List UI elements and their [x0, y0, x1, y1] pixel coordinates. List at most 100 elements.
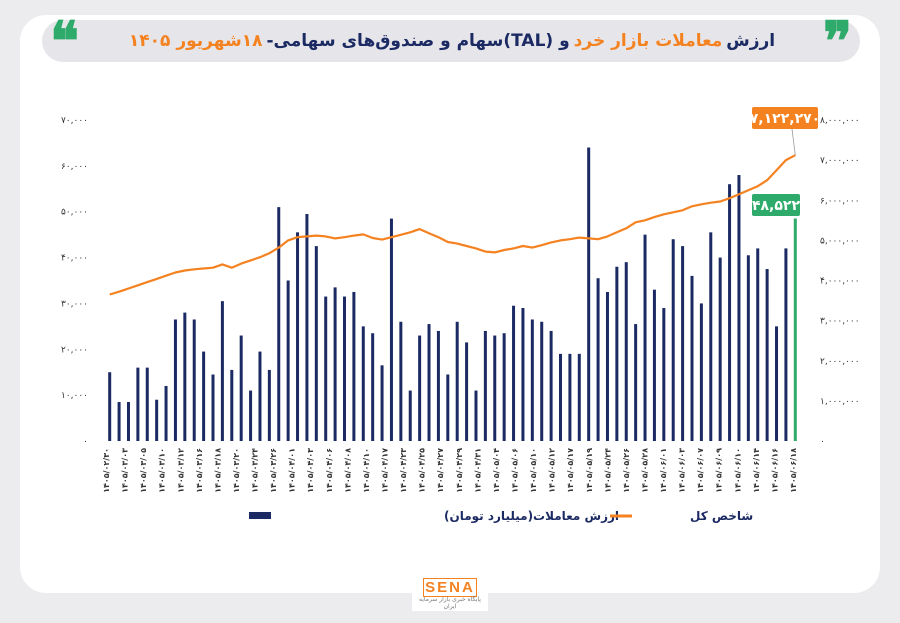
right-tick-label: ۵,۰۰۰,۰۰۰ — [820, 236, 860, 246]
legend-bar-label: ارزش معاملات(میلیارد تومان) — [444, 509, 619, 524]
bar — [333, 287, 337, 441]
callout-value-box — [752, 194, 800, 216]
bar — [765, 269, 769, 441]
bar — [211, 374, 215, 441]
left-tick-label: ۳۰,۰۰۰ — [61, 299, 88, 309]
right-tick-label: ۱,۰۰۰,۰۰۰ — [820, 397, 860, 407]
quote-left-icon: ❝ — [50, 9, 80, 73]
x-axis-ticks: ۱۴۰۵/۰۲/۳۰ ۱۴۰۵/۰۳/۰۳ ۱۴۰۵/۰۳/۰۵ ۱۴۰۵/۰۳/۱۰… — [102, 448, 798, 493]
bar — [418, 335, 422, 441]
logo-name: SENA — [423, 578, 477, 597]
x-tick-label: ۱۴۰۵/۰۵/۰۶ — [511, 448, 520, 493]
callout-leader — [791, 128, 796, 156]
left-tick-label: ۱۰,۰۰۰ — [61, 391, 88, 401]
bar — [126, 402, 130, 441]
right-tick-label: ۷,۰۰۰,۰۰۰ — [820, 156, 860, 166]
bar — [389, 218, 393, 441]
bar — [671, 239, 675, 441]
callout-value-text: ۴۸,۵۲۲ — [752, 198, 800, 214]
bar — [192, 319, 196, 441]
right-tick-label: ۳,۰۰۰,۰۰۰ — [820, 317, 860, 327]
page-title: ارزش معاملات بازار خرد و (TAL)سهام و صند… — [40, 20, 860, 62]
callout-index-box — [752, 107, 818, 129]
bar — [568, 353, 572, 441]
x-tick-label: ۱۴۰۵/۰۳/۲۴ — [251, 448, 260, 493]
bar — [549, 330, 553, 441]
bar — [380, 365, 384, 441]
bar — [230, 369, 234, 441]
title-part-1: ارزش — [726, 31, 776, 51]
bar — [699, 303, 703, 441]
bar — [559, 353, 563, 441]
x-tick-label: ۱۴۰۵/۰۶/۱۶ — [770, 448, 779, 493]
x-tick-label: ۱۴۰۵/۰۳/۱۸ — [213, 448, 222, 493]
bar — [465, 342, 469, 441]
bar — [521, 308, 525, 441]
bar — [455, 321, 459, 441]
x-tick-label: ۱۴۰۵/۰۵/۱۹ — [585, 448, 594, 493]
bar — [577, 353, 581, 441]
x-tick-label: ۱۴۰۵/۰۶/۰۱ — [659, 448, 668, 493]
bar — [136, 367, 140, 441]
x-tick-label: ۱۴۰۵/۰۴/۲۳ — [399, 448, 408, 493]
bar — [756, 248, 760, 441]
title-accent-2: ۱۸شهریور ۱۴۰۵ — [128, 31, 263, 51]
bar — [108, 372, 112, 441]
title-accent-1: معاملات بازار خرد — [573, 31, 723, 51]
x-tick-label: ۱۴۰۵/۰۴/۲۵ — [418, 448, 427, 493]
x-tick-label: ۱۴۰۵/۰۵/۲۸ — [641, 448, 650, 493]
bar — [737, 175, 741, 441]
x-tick-label: ۱۴۰۵/۰۵/۲۶ — [622, 448, 631, 493]
bar — [408, 390, 412, 441]
left-axis-ticks: ۰ ۱۰,۰۰۰ ۲۰,۰۰۰ ۳۰,۰۰۰ ۴۰,۰۰۰ ۵۰,۰۰۰ ۶۰,۰۰۰ ۷۰,… — [61, 116, 88, 447]
bar — [145, 367, 149, 441]
bar — [352, 291, 356, 441]
bar — [427, 324, 431, 441]
right-tick-label: ۶,۰۰۰,۰۰۰ — [820, 196, 860, 206]
bar — [530, 319, 534, 441]
bar — [296, 232, 300, 441]
bar — [305, 214, 309, 441]
left-tick-label: ۵۰,۰۰۰ — [61, 208, 88, 218]
bar — [436, 330, 440, 441]
x-tick-label: ۱۴۰۵/۰۶/۱۴ — [752, 448, 761, 493]
bar — [249, 390, 253, 441]
line-series — [109, 128, 796, 296]
title-bar — [42, 20, 860, 62]
bar — [361, 326, 365, 441]
bar — [446, 374, 450, 441]
bar — [258, 351, 262, 441]
x-tick-label: ۱۴۰۵/۰۴/۰۳ — [306, 448, 315, 493]
bar — [324, 296, 328, 441]
x-tick-label: ۱۴۰۵/۰۵/۱۲ — [548, 448, 557, 493]
bar — [512, 305, 516, 441]
bar — [371, 333, 375, 441]
chart-card — [20, 15, 880, 593]
x-tick-label: ۱۴۰۵/۰۴/۱۷ — [381, 448, 390, 493]
bar — [183, 312, 187, 441]
bar — [652, 289, 656, 441]
x-tick-label: ۱۴۰۵/۰۳/۱۰ — [158, 448, 167, 493]
quote-right-icon: ❞ — [822, 9, 852, 73]
x-tick-label: ۱۴۰۵/۰۳/۲۶ — [269, 448, 278, 493]
bar — [624, 262, 628, 441]
bar — [286, 280, 290, 441]
title-part-2: و (TAL)سهام و صندوق‌های سهامی- — [266, 31, 570, 51]
bar — [775, 326, 779, 441]
x-tick-label: ۱۴۰۵/۰۴/۲۹ — [455, 448, 464, 493]
bar — [155, 399, 159, 441]
x-tick-label: ۱۴۰۵/۰۴/۰۱ — [288, 448, 297, 493]
x-tick-label: ۱۴۰۵/۰۶/۰۳ — [678, 448, 687, 493]
bar — [596, 278, 600, 441]
x-tick-label: ۱۴۰۵/۰۶/۰۷ — [696, 448, 705, 493]
bar — [277, 207, 281, 441]
bar — [173, 319, 177, 441]
bar — [634, 324, 638, 441]
index-line — [109, 154, 796, 296]
x-tick-label: ۱۴۰۵/۰۶/۱۸ — [789, 448, 798, 493]
bar — [540, 321, 544, 441]
bar — [681, 246, 685, 441]
bar — [662, 308, 666, 441]
legend: ارزش معاملات(میلیارد تومان) شاخص کل — [249, 509, 753, 524]
